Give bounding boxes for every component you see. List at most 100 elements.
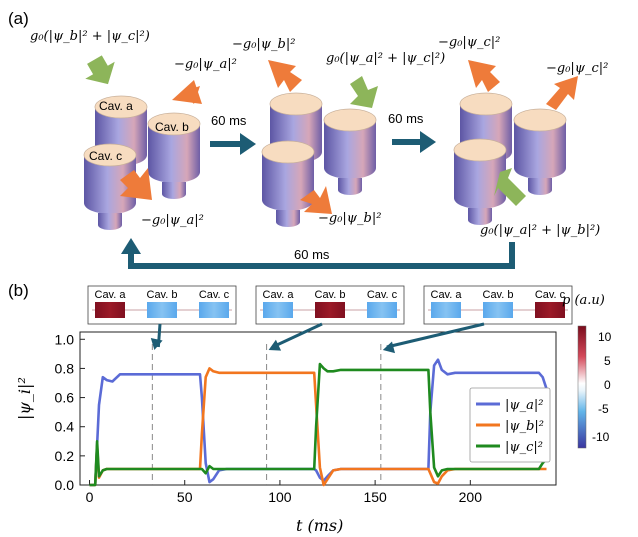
inset-cavity-label: Cav. a (431, 289, 463, 301)
return-arrow-label: 60 ms (294, 247, 330, 262)
y-ticks: 0.0 0.2 0.4 0.6 0.8 1.0 (55, 331, 85, 493)
inset-cavity-field (315, 302, 345, 318)
stage2-cavities (261, 92, 377, 227)
stage1-cavities: Cav. a Cav. b Cav. c (83, 95, 201, 230)
cav-c-label: Cav. c (89, 149, 122, 163)
cav-b-label: Cav. b (155, 120, 189, 134)
gain-arrow-stage3 (494, 168, 526, 206)
inset-pointer-head (150, 338, 163, 350)
legend-entry: |ψ_a|² (505, 398, 543, 413)
colorbar-tick-m5: -5 (598, 402, 609, 416)
colorbar: p (a.u) 10 5 0 -5 -10 (562, 293, 612, 449)
stage2-gain-text: g₀(|ψ_a|² + |ψ_c|²) (326, 51, 445, 66)
panel-a-label: (a) (8, 9, 29, 28)
inset-pointers (150, 322, 485, 354)
inset-cavity-label: Cav. c (535, 289, 566, 301)
inset-cavity-field (263, 302, 293, 318)
legend-entry: |ψ_b|² (505, 419, 544, 434)
inset-pointer (271, 322, 323, 349)
gain-arrow-stage2 (350, 76, 378, 108)
return-arrow (128, 242, 515, 269)
cav-a-label: Cav. a (99, 99, 133, 113)
field-inset: Cav. a Cav. b Cav. c (87, 285, 237, 325)
y-axis-label: |ψ_i|² (15, 377, 34, 420)
inset-pointer-head (382, 341, 395, 354)
stage1-loss-c-text: −g₀|ψ_a|² (141, 213, 204, 228)
legend-entry: |ψ_c|² (505, 440, 543, 455)
cavity-b-3 (513, 108, 567, 195)
field-inset: Cav. a Cav. b Cav. c (255, 285, 405, 325)
gain-arrow-stage1 (85, 55, 115, 85)
stage3-loss-top-text: −g₀|ψ_c|² (438, 35, 500, 50)
flow-arrow-1-label: 60 ms (211, 113, 247, 128)
inset-cavity-field (367, 302, 397, 318)
panel-b-label: (b) (8, 281, 29, 300)
y-tick-label: 0.8 (55, 360, 75, 376)
inset-cavity-label: Cav. c (367, 289, 398, 301)
inset-cavity-label: Cav. a (95, 289, 127, 301)
loss-arrow-right-stage3 (546, 76, 578, 110)
flow-arrow-2 (392, 131, 436, 153)
x-tick-label: 100 (268, 489, 292, 505)
x-tick-label: 0 (86, 489, 94, 505)
colorbar-tick-5: 5 (604, 354, 611, 368)
cavity-c-1 (83, 143, 137, 230)
flow-arrow-2-label: 60 ms (388, 111, 424, 126)
inset-cavity-field (147, 302, 177, 318)
inset-cavity-field (431, 302, 461, 318)
stage3-loss-right-text: −g₀|ψ_c|² (546, 61, 608, 76)
inset-cavity-field (483, 302, 513, 318)
legend: |ψ_a|² |ψ_b|² |ψ_c|² (469, 387, 551, 463)
cavity-b-1 (147, 112, 201, 199)
line-plot: 0 50 100 150 200 0.0 0.2 0.4 0.6 0.8 1.0 t (ms) |… (15, 322, 557, 535)
plot-frame (79, 331, 557, 486)
inset-cavity-label: Cav. b (315, 289, 346, 301)
colorbar-title: p (a.u) (562, 293, 605, 308)
y-tick-label: 0.6 (55, 390, 75, 406)
loss-arrow-bottom-stage2 (300, 186, 332, 214)
y-tick-label: 0.4 (55, 419, 75, 435)
x-tick-label: 50 (177, 489, 193, 505)
legend-box (469, 387, 551, 463)
x-tick-label: 150 (363, 489, 387, 505)
cavity-c-3 (453, 138, 507, 225)
x-axis-label: t (ms) (296, 516, 343, 535)
series-line (89, 362, 548, 487)
cavity-b-2 (323, 108, 377, 195)
cavity-c-2 (261, 140, 315, 227)
colorbar-tick-m10: -10 (592, 430, 610, 444)
inset-cavity-field (535, 302, 565, 318)
inset-pointer-head (268, 339, 282, 351)
series-lines (89, 358, 548, 487)
loss-arrow-c-stage1 (120, 168, 152, 200)
x-tick-label: 200 (459, 489, 483, 505)
stage2-loss-top-text: −g₀|ψ_b|² (232, 37, 295, 52)
return-arrow-head (121, 238, 141, 254)
loss-arrow-top-stage3 (468, 60, 500, 92)
inset-cavity-field (95, 302, 125, 318)
inset-cavity-label: Cav. b (147, 289, 178, 301)
inset-cavity-label: Cav. c (199, 289, 230, 301)
flow-arrow-1 (210, 133, 256, 155)
stage3-cavities (453, 92, 567, 225)
field-inset: Cav. a Cav. b Cav. c (423, 285, 573, 325)
inset-cavity-label: Cav. a (263, 289, 295, 301)
stage1-loss-b-text: −g₀|ψ_a|² (174, 57, 237, 72)
x-ticks: 0 50 100 150 200 (86, 480, 483, 505)
colorbar-gradient (577, 325, 587, 449)
y-tick-label: 0.0 (55, 477, 75, 493)
inset-cavity-label: Cav. b (483, 289, 514, 301)
loss-arrow-b-stage1-head (172, 80, 202, 104)
inset-cavity-field (199, 302, 229, 318)
field-insets: Cav. a Cav. b Cav. c Cav. a Cav. b Cav. c Cav.… (87, 285, 573, 325)
stage1-gain-text: g₀(|ψ_b|² + |ψ_c|²) (30, 29, 150, 44)
y-tick-label: 1.0 (55, 331, 75, 347)
colorbar-tick-10: 10 (598, 330, 612, 344)
stage2-loss-bottom-text: −g₀|ψ_b|² (318, 211, 381, 226)
loss-arrow-top-stage2 (268, 60, 302, 92)
inset-pointer (386, 322, 485, 349)
y-tick-label: 0.2 (55, 448, 75, 464)
time-markers (151, 344, 382, 485)
